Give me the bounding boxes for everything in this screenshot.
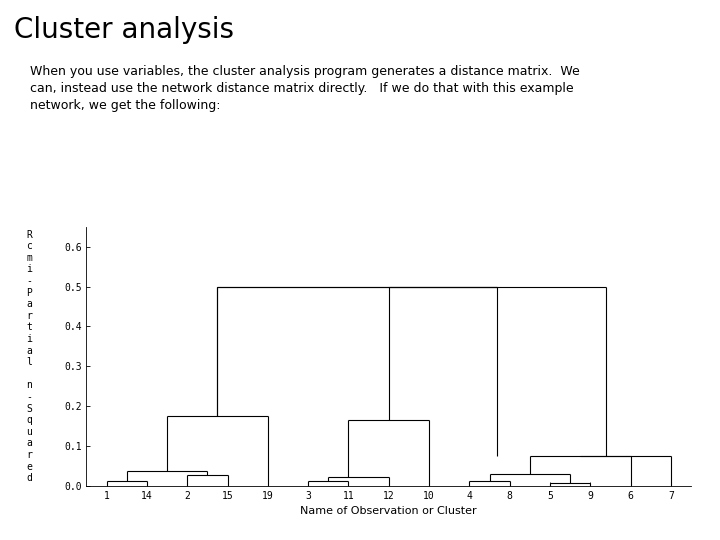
Y-axis label: R
c
m
i
-
P
a
r
t
i
a
l
 
n
-
S
q
u
a
r
e
d: R c m i - P a r t i a l n - S q u a r e … [26,230,32,483]
X-axis label: Name of Observation or Cluster: Name of Observation or Cluster [300,507,477,516]
Text: When you use variables, the cluster analysis program generates a distance matrix: When you use variables, the cluster anal… [14,65,580,112]
Text: Cluster analysis: Cluster analysis [14,16,235,44]
